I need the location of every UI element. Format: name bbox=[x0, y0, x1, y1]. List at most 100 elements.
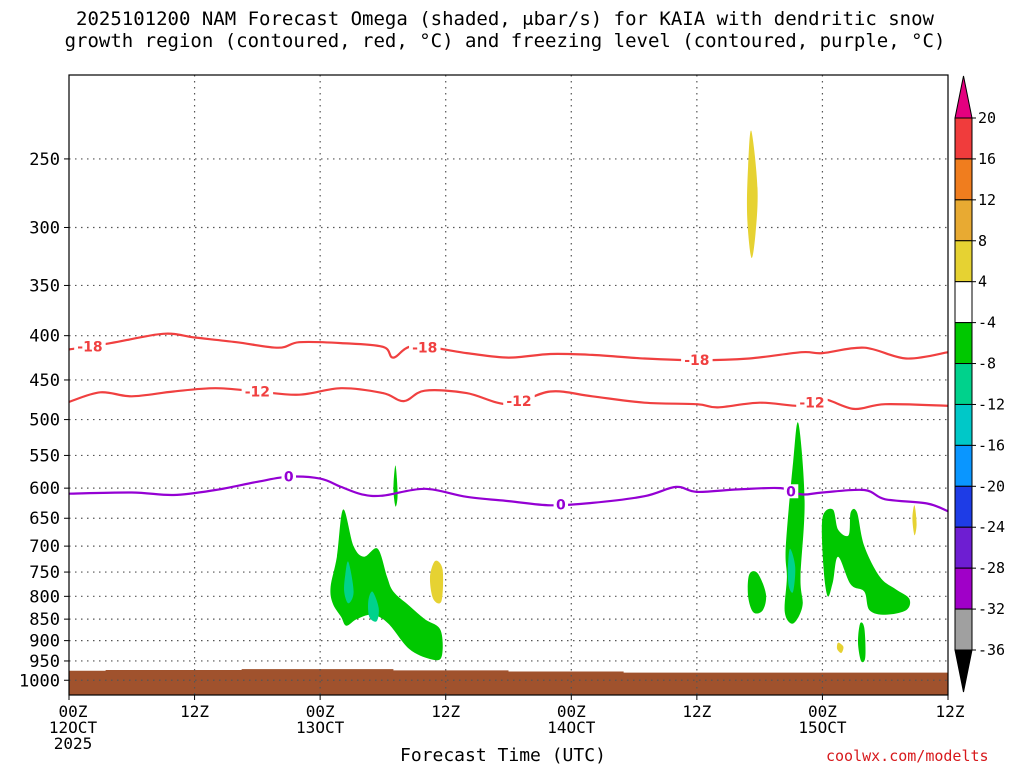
colorbar-label: -32 bbox=[978, 600, 1005, 618]
colorbar-label: -16 bbox=[978, 436, 1005, 454]
colorbar-label: -8 bbox=[978, 355, 996, 373]
colorbar-label: -4 bbox=[978, 314, 996, 332]
contour-label: -12 bbox=[245, 384, 270, 400]
contour-label: -18 bbox=[684, 353, 709, 369]
x-axis-label: Forecast Time (UTC) bbox=[400, 745, 606, 766]
contour-label-bg bbox=[409, 340, 441, 355]
omega-region bbox=[429, 560, 444, 604]
contour-layer: -18 -18 -18 -12 -12 -12 0 0 0 bbox=[68, 332, 949, 514]
x-tick-label: 12Z bbox=[431, 702, 460, 721]
dendritic-contour bbox=[68, 332, 949, 362]
y-tick-label: 300 bbox=[29, 218, 60, 238]
contour-label: 0 bbox=[786, 484, 796, 500]
y-tick-label: 800 bbox=[29, 587, 60, 607]
contour-label: -18 bbox=[412, 340, 437, 356]
plot-frame bbox=[68, 74, 949, 696]
colorbar-label: 12 bbox=[978, 191, 996, 209]
colorbar-segment bbox=[954, 281, 973, 324]
colorbar-label: -24 bbox=[978, 518, 1005, 536]
chart-title: 2025101200 NAM Forecast Omega (shaded, μ… bbox=[0, 8, 1010, 52]
y-tick-label: 600 bbox=[29, 479, 60, 499]
grid-layer bbox=[69, 75, 948, 695]
contour-label: -18 bbox=[77, 339, 102, 355]
chart-title-line-1: 2025101200 NAM Forecast Omega (shaded, μ… bbox=[76, 8, 934, 30]
freezing-contour bbox=[68, 475, 949, 513]
colorbar-segment bbox=[954, 117, 973, 160]
colorbar-label: -12 bbox=[978, 395, 1005, 413]
omega-region bbox=[821, 508, 911, 615]
x-tick-label: 12OCT bbox=[49, 718, 98, 737]
contour-label-bg bbox=[681, 353, 713, 368]
y-tick-label: 550 bbox=[29, 446, 60, 466]
y-tick-label: 250 bbox=[29, 150, 60, 170]
y-tick-label: 700 bbox=[29, 537, 60, 557]
contour-label: 0 bbox=[284, 470, 294, 486]
contour-label-bg bbox=[74, 339, 106, 354]
contour-label-bg bbox=[281, 469, 296, 484]
colorbar-label: -36 bbox=[978, 641, 1005, 659]
x-tick-label: 12Z bbox=[682, 702, 711, 721]
y-tick-label: 1000 bbox=[19, 671, 60, 691]
colorbar-segment bbox=[954, 567, 973, 610]
colorbar-segment bbox=[954, 485, 973, 528]
contour-label-bg bbox=[553, 497, 569, 512]
omega-region bbox=[857, 622, 866, 663]
omega-region bbox=[836, 642, 844, 654]
x-tick-label: 00Z bbox=[59, 702, 88, 721]
contour-label: -12 bbox=[506, 394, 531, 410]
contour-label: 0 bbox=[556, 498, 566, 514]
x-tick-label: 2025 bbox=[54, 734, 93, 753]
x-tick-label: 14OCT bbox=[547, 718, 596, 737]
colorbar-label: 20 bbox=[978, 109, 996, 127]
colorbar-segment bbox=[954, 240, 973, 283]
colorbar-arrow-top bbox=[954, 75, 973, 119]
x-tick-label: 13OCT bbox=[296, 718, 345, 737]
colorbar-label: -20 bbox=[978, 477, 1005, 495]
colorbar-arrow-bottom bbox=[954, 649, 973, 693]
colorbar-segment bbox=[954, 363, 973, 405]
omega-region bbox=[330, 509, 443, 661]
y-tick-label: 850 bbox=[29, 610, 60, 630]
colorbar: 20 16 12 8 4 -4 -8 -12 -16 -20 -24 -28 -32 -36 bbox=[954, 75, 1005, 693]
y-tick-label: 950 bbox=[29, 652, 60, 672]
x-tick-label: 00Z bbox=[808, 702, 837, 721]
colorbar-segment bbox=[954, 403, 973, 446]
colorbar-segment bbox=[954, 526, 973, 569]
contour-label-bg bbox=[783, 484, 799, 499]
y-tick-label: 750 bbox=[29, 563, 60, 583]
axes-layer: 2503003504004505005506006507007508008509… bbox=[19, 74, 965, 753]
y-tick-label: 900 bbox=[29, 632, 60, 652]
colorbar-segment bbox=[954, 158, 973, 201]
contour-label-bg bbox=[796, 395, 828, 410]
y-tick-label: 650 bbox=[29, 509, 60, 529]
chart-title-line-2: growth region (contoured, red, °C) and f… bbox=[64, 30, 946, 52]
colorbar-segment bbox=[954, 199, 973, 242]
y-tick-label: 350 bbox=[29, 276, 60, 296]
omega-region bbox=[784, 422, 805, 624]
colorbar-label: 8 bbox=[978, 232, 987, 250]
colorbar-label: 4 bbox=[978, 273, 987, 291]
x-tick-label: 15OCT bbox=[798, 718, 847, 737]
omega-layer bbox=[330, 130, 917, 663]
omega-region bbox=[912, 505, 917, 536]
contour-label-bg bbox=[503, 394, 535, 409]
ground-terrain bbox=[69, 669, 948, 695]
omega-region bbox=[393, 465, 398, 507]
omega-region bbox=[747, 571, 767, 614]
x-tick-label: 12Z bbox=[936, 702, 965, 721]
x-tick-label: 00Z bbox=[557, 702, 586, 721]
colorbar-label: 16 bbox=[978, 150, 996, 168]
ground-layer bbox=[69, 669, 948, 695]
colorbar-segment bbox=[954, 608, 973, 651]
colorbar-label: -28 bbox=[978, 559, 1005, 577]
x-tick-label: 12Z bbox=[180, 702, 209, 721]
colorbar-segment bbox=[954, 444, 973, 487]
y-tick-label: 500 bbox=[29, 411, 60, 431]
colorbar-segment bbox=[954, 322, 973, 365]
omega-region bbox=[368, 591, 379, 622]
contour-label-bg bbox=[241, 384, 274, 399]
omega-region bbox=[787, 548, 796, 593]
credit-link[interactable]: coolwx.com/modelts bbox=[826, 747, 989, 765]
y-tick-label: 450 bbox=[29, 371, 60, 391]
